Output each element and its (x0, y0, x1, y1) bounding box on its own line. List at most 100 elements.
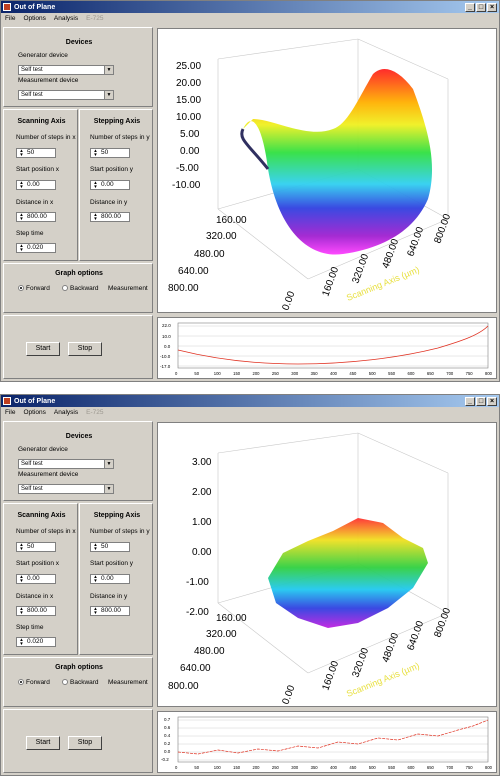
steptime-label: Step time (16, 624, 44, 631)
title-bar[interactable]: Out of Plane _ □ × (1, 395, 499, 407)
scan-steps-value: 50 (27, 149, 35, 156)
step-start-input[interactable]: ▲ ▼ 0.00 (90, 574, 130, 584)
menu-options[interactable]: Options (23, 409, 46, 416)
scan-start-value: 0.00 (27, 575, 40, 582)
maximize-icon[interactable]: □ (476, 396, 486, 406)
scan-distance-input[interactable]: ▲ ▼ 800.00 (16, 606, 56, 616)
y-tick: 320.00 (206, 629, 237, 640)
measurement-option[interactable]: Measurement (108, 679, 148, 686)
spin-arrows-icon[interactable]: ▲ ▼ (19, 606, 24, 615)
close-icon[interactable]: × (487, 2, 497, 12)
chevron-down-icon: ▼ (104, 91, 113, 99)
scan-start-input[interactable]: ▲ ▼ 0.00 (16, 180, 56, 190)
start-button[interactable]: Start (26, 736, 60, 750)
spin-arrows-icon[interactable]: ▲ ▼ (19, 574, 24, 583)
strip-y-ticks: 22.0 10.0 0.0 -10.0 -17.0 (160, 323, 171, 369)
graph-options-panel: Graph options Forward Backward Measureme… (3, 657, 153, 707)
strip-x-tick: 700 (446, 765, 454, 770)
step-steps-value: 50 (101, 543, 109, 550)
measurement-option[interactable]: Measurement (108, 285, 148, 292)
scan-steps-input[interactable]: ▲ ▼ 50 (16, 542, 56, 552)
strip-x-tick: 450 (349, 765, 357, 770)
step-distance-input[interactable]: ▲ ▼ 800.00 (90, 212, 130, 222)
generator-value: Self test (21, 461, 43, 467)
backward-label: Backward (70, 679, 99, 686)
scan-distance-value: 800.00 (27, 213, 47, 220)
menu-file[interactable]: File (5, 409, 16, 416)
spin-arrows-icon[interactable]: ▲ ▼ (19, 212, 24, 221)
z-tick: -2.00 (186, 607, 209, 618)
app-window-top: Out of Plane _ □ × File Options Analysis… (0, 0, 500, 382)
y-tick: 320.00 (206, 231, 237, 242)
menu-bar: File Options Analysis E-725 (1, 13, 499, 24)
surface-plot-svg: 25.00 20.00 15.00 10.00 5.00 0.00 -5.00 … (168, 38, 453, 312)
scan-distance-input[interactable]: ▲ ▼ 800.00 (16, 212, 56, 222)
measurement-select[interactable]: Self test ▼ (18, 484, 114, 494)
strip-x-tick: 200 (253, 371, 261, 376)
generator-select[interactable]: Self test ▼ (18, 65, 114, 75)
spin-arrows-icon[interactable]: ▲ ▼ (19, 148, 24, 157)
steptime-input[interactable]: ▲ ▼ 0.020 (16, 637, 56, 647)
spin-arrows-icon[interactable]: ▲ ▼ (93, 212, 98, 221)
strip-grid (178, 719, 488, 761)
step-steps-input[interactable]: ▲ ▼ 50 (90, 542, 130, 552)
z-tick: 5.00 (180, 129, 200, 140)
strip-series-line (177, 719, 489, 755)
app-window-bottom: Out of Plane _ □ × File Options Analysis… (0, 394, 500, 776)
menu-options[interactable]: Options (23, 15, 46, 22)
minimize-icon[interactable]: _ (465, 2, 475, 12)
strip-x-tick: 650 (427, 371, 435, 376)
title-bar[interactable]: Out of Plane _ □ × (1, 1, 499, 13)
z-tick: 2.00 (192, 487, 212, 498)
stop-button[interactable]: Stop (68, 342, 102, 356)
backward-radio[interactable]: Backward (62, 679, 99, 686)
start-button[interactable]: Start (26, 342, 60, 356)
measurement-select[interactable]: Self test ▼ (18, 90, 114, 100)
y-tick: 640.00 (178, 266, 209, 277)
spin-arrows-icon[interactable]: ▲ ▼ (93, 606, 98, 615)
spin-arrows-icon[interactable]: ▲ ▼ (93, 542, 98, 551)
strip-x-tick: 600 (408, 371, 416, 376)
spin-arrows-icon[interactable]: ▲ ▼ (19, 637, 24, 646)
x-tick: 800.00 (432, 212, 453, 245)
minimize-icon[interactable]: _ (465, 396, 475, 406)
steptime-input[interactable]: ▲ ▼ 0.020 (16, 243, 56, 253)
step-steps-input[interactable]: ▲ ▼ 50 (90, 148, 130, 158)
strip-y-tick: -17.0 (160, 364, 171, 369)
surface-plot[interactable]: 3.00 2.00 1.00 0.00 -1.00 -2.00 800.00 6… (157, 422, 497, 707)
forward-radio[interactable]: Forward (18, 285, 50, 292)
menu-file[interactable]: File (5, 15, 16, 22)
stop-button[interactable]: Stop (68, 736, 102, 750)
spin-arrows-icon[interactable]: ▲ ▼ (19, 180, 24, 189)
close-icon[interactable]: × (487, 396, 497, 406)
spin-arrows-icon[interactable]: ▲ ▼ (19, 243, 24, 252)
strip-x-tick: 550 (388, 371, 396, 376)
maximize-icon[interactable]: □ (476, 2, 486, 12)
strip-x-ticks: 0 50 100 150 200 250 300 350 400 450 500 550 600 650 7… (175, 765, 493, 770)
steptime-value: 0.020 (27, 638, 44, 645)
scan-steps-value: 50 (27, 543, 35, 550)
surface-mesh (268, 518, 428, 628)
scan-start-input[interactable]: ▲ ▼ 0.00 (16, 574, 56, 584)
step-distance-input[interactable]: ▲ ▼ 800.00 (90, 606, 130, 616)
menu-analysis[interactable]: Analysis (53, 409, 79, 416)
forward-radio[interactable]: Forward (18, 679, 50, 686)
generator-select[interactable]: Self test ▼ (18, 459, 114, 469)
strip-series-line (177, 325, 489, 365)
scan-steps-input[interactable]: ▲ ▼ 50 (16, 148, 56, 158)
surface-plot[interactable]: 25.00 20.00 15.00 10.00 5.00 0.00 -5.00 … (157, 28, 497, 313)
spin-arrows-icon[interactable]: ▲ ▼ (93, 180, 98, 189)
z-tick: 0.00 (180, 146, 200, 157)
spin-arrows-icon[interactable]: ▲ ▼ (19, 542, 24, 551)
z-tick: 15.00 (176, 95, 201, 106)
menu-analysis[interactable]: Analysis (53, 15, 79, 22)
spin-arrows-icon[interactable]: ▲ ▼ (93, 148, 98, 157)
strip-y-tick: 0.7 (164, 717, 171, 722)
backward-radio[interactable]: Backward (62, 285, 99, 292)
z-tick: -10.00 (172, 180, 201, 191)
step-start-input[interactable]: ▲ ▼ 0.00 (90, 180, 130, 190)
spin-arrows-icon[interactable]: ▲ ▼ (93, 574, 98, 583)
strip-y-tick: 22.0 (162, 323, 171, 328)
strip-y-tick: -0.2 (161, 757, 169, 762)
scan-distance-label: Distance in x (16, 199, 54, 206)
